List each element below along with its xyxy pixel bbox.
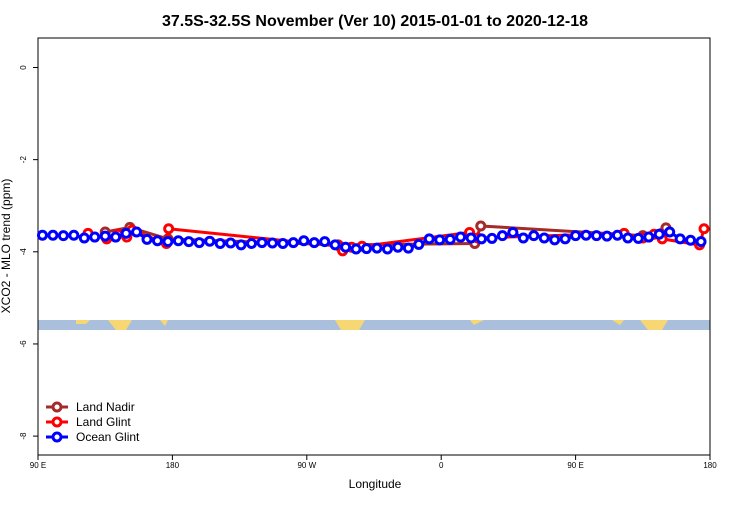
- data-point: [475, 220, 487, 232]
- data-point: [698, 223, 710, 235]
- data-point: [141, 233, 153, 245]
- data-point: [266, 237, 278, 249]
- data-point: [47, 229, 59, 241]
- data-point: [632, 232, 644, 244]
- data-point: [120, 227, 132, 239]
- data-point: [329, 239, 341, 251]
- data-point: [131, 226, 143, 238]
- data-point: [172, 235, 184, 247]
- data-point: [287, 237, 299, 249]
- data-point: [36, 229, 48, 241]
- data-point: [381, 243, 393, 255]
- data-point: [371, 242, 383, 254]
- data-point: [622, 232, 634, 244]
- x-tick-label: 180: [703, 461, 717, 470]
- data-point: [611, 229, 623, 241]
- y-tick-label: -2: [19, 156, 28, 164]
- data-point: [674, 233, 686, 245]
- data-point: [235, 239, 247, 251]
- data-point: [444, 233, 456, 245]
- x-tick-label: 90 E: [30, 461, 46, 470]
- y-tick-label: -6: [19, 340, 28, 348]
- data-point: [319, 236, 331, 248]
- data-point: [277, 238, 289, 250]
- data-point: [413, 238, 425, 250]
- legend-label: Ocean Glint: [76, 430, 140, 444]
- x-tick-label: 180: [166, 461, 180, 470]
- y-axis-label: XCO2 - MLO trend (ppm): [0, 179, 13, 314]
- data-point: [486, 232, 498, 244]
- data-point: [465, 232, 477, 244]
- data-point: [455, 231, 467, 243]
- data-point: [392, 241, 404, 253]
- legend-marker: [51, 401, 63, 413]
- data-point: [664, 226, 676, 238]
- data-point: [643, 231, 655, 243]
- data-point: [57, 230, 69, 242]
- data-point: [402, 242, 414, 254]
- x-tick-label: 0: [439, 461, 444, 470]
- legend-label: Land Nadir: [76, 400, 135, 414]
- data-point: [225, 237, 237, 249]
- data-point: [695, 236, 707, 248]
- y-tick-label: 0: [19, 65, 28, 70]
- data-point: [476, 233, 488, 245]
- data-point: [298, 235, 310, 247]
- legend-marker: [51, 431, 63, 443]
- legend-label: Land Glint: [76, 415, 131, 429]
- data-point: [559, 233, 571, 245]
- legend-marker: [51, 416, 63, 428]
- data-point: [340, 241, 352, 253]
- data-point: [549, 234, 561, 246]
- data-point: [361, 243, 373, 255]
- data-point: [591, 230, 603, 242]
- data-point: [350, 243, 362, 255]
- data-point: [110, 231, 122, 243]
- chart-title: 37.5S-32.5S November (Ver 10) 2015-01-01…: [162, 13, 588, 30]
- x-tick-label: 90 E: [567, 461, 583, 470]
- data-point: [163, 223, 175, 235]
- data-point: [434, 234, 446, 246]
- data-point: [570, 230, 582, 242]
- data-point: [162, 236, 174, 248]
- data-point: [214, 238, 226, 250]
- data-point: [89, 231, 101, 243]
- data-point: [308, 237, 320, 249]
- data-point: [99, 230, 111, 242]
- data-point: [78, 232, 90, 244]
- data-point: [151, 235, 163, 247]
- y-tick-label: -4: [19, 248, 28, 256]
- data-point: [246, 238, 258, 250]
- data-point: [423, 233, 435, 245]
- data-point: [528, 230, 540, 242]
- data-point: [204, 235, 216, 247]
- data-point: [580, 229, 592, 241]
- data-point: [653, 228, 665, 240]
- data-point: [538, 232, 550, 244]
- y-tick-label: -8: [19, 432, 28, 440]
- data-point: [193, 237, 205, 249]
- series: [36, 226, 707, 255]
- x-axis-label: Longitude: [349, 477, 402, 491]
- data-point: [601, 230, 613, 242]
- data-point: [496, 230, 508, 242]
- x-tick-label: 90 W: [297, 461, 316, 470]
- map-strip: [38, 320, 710, 330]
- data-point: [68, 229, 80, 241]
- plot-frame: [37, 37, 711, 456]
- data-point: [183, 236, 195, 248]
- data-point: [256, 237, 268, 249]
- data-point: [507, 226, 519, 238]
- data-point: [517, 232, 529, 244]
- data-point: [685, 234, 697, 246]
